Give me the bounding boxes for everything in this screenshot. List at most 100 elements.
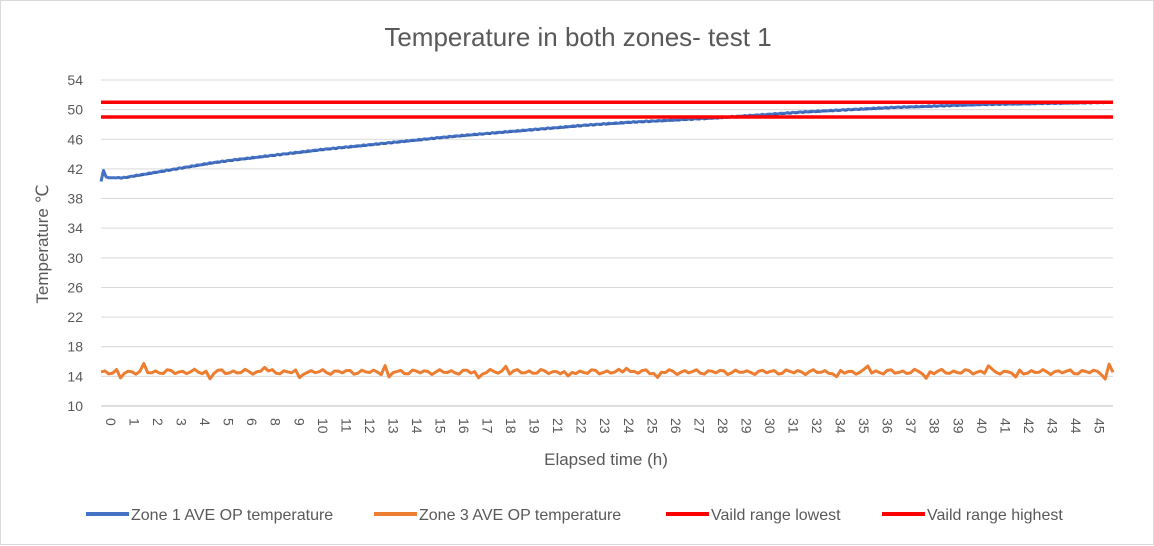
x-tick: 8 [268, 418, 284, 426]
legend-label: Vaild range lowest [711, 507, 841, 524]
x-tick-label: 23 [597, 418, 613, 434]
x-tick: 14 [409, 418, 425, 434]
x-tick-label: 31 [786, 418, 802, 434]
legend-label: Zone 1 AVE OP temperature [131, 507, 333, 524]
x-tick-label: 11 [338, 418, 354, 433]
x-tick: 30 [762, 418, 778, 434]
x-tick-label: 1 [127, 418, 143, 426]
x-tick: 4 [197, 418, 213, 426]
x-tick-label: 8 [268, 418, 284, 426]
legend-item: Zone 1 AVE OP temperature [86, 507, 333, 524]
series-zone1-trace [126, 102, 1111, 179]
x-tick-label: 45 [1091, 418, 1107, 434]
x-tick-label: 6 [244, 418, 260, 426]
series-zone1-line [99, 100, 1111, 182]
y-tick-label: 30 [67, 250, 83, 266]
legend-item: Zone 3 AVE OP temperature [374, 507, 621, 524]
x-tick-label: 28 [715, 418, 731, 434]
y-tick-label: 26 [67, 279, 83, 295]
x-tick-label: 22 [574, 418, 590, 434]
x-tick: 36 [880, 418, 896, 434]
x-tick-label: 17 [480, 418, 496, 434]
series-zone3-line [100, 362, 1115, 381]
y-tick-label: 22 [67, 309, 83, 325]
legend-label: Zone 3 AVE OP temperature [419, 507, 621, 524]
x-tick-label: 27 [691, 418, 707, 434]
x-tick-label: 26 [668, 418, 684, 434]
x-axis-title: Elapsed time (h) [544, 450, 668, 469]
y-tick-label: 38 [67, 191, 83, 207]
x-tick: 21 [550, 418, 566, 434]
x-tick: 32 [809, 418, 825, 434]
legend-item: Vaild range highest [882, 507, 1063, 524]
x-tick: 6 [244, 418, 260, 426]
x-tick: 45 [1091, 418, 1107, 434]
x-tick: 11 [338, 418, 354, 433]
y-tick-label: 42 [67, 161, 83, 177]
x-tick: 3 [174, 418, 190, 426]
x-tick: 37 [903, 418, 919, 434]
x-tick: 34 [833, 418, 849, 434]
x-tick-label: 29 [738, 418, 754, 434]
x-tick-label: 4 [197, 418, 213, 426]
x-tick: 35 [856, 418, 872, 434]
x-tick: 9 [291, 418, 307, 426]
y-tick-label: 14 [67, 368, 83, 384]
x-tick: 5 [221, 418, 237, 426]
x-tick-label: 9 [291, 418, 307, 426]
x-tick: 1 [127, 418, 143, 426]
x-tick-label: 5 [221, 418, 237, 426]
x-tick-label: 36 [880, 418, 896, 434]
x-tick: 42 [1021, 418, 1037, 434]
x-tick: 17 [480, 418, 496, 434]
x-tick-label: 14 [409, 418, 425, 434]
x-tick: 28 [715, 418, 731, 434]
y-tick-label: 54 [67, 72, 83, 88]
y-tick-label: 46 [67, 131, 83, 147]
x-tick: 26 [668, 418, 684, 434]
x-tick: 40 [974, 418, 990, 434]
y-tick-label: 18 [67, 339, 83, 355]
x-tick-label: 18 [503, 418, 519, 434]
x-tick: 16 [456, 418, 472, 434]
x-tick-label: 13 [385, 418, 401, 434]
x-tick: 22 [574, 418, 590, 434]
x-tick: 41 [997, 418, 1013, 434]
x-tick: 44 [1068, 418, 1084, 434]
x-tick-label: 19 [527, 418, 543, 434]
y-tick-label: 10 [67, 398, 83, 414]
x-tick: 15 [432, 418, 448, 434]
x-tick: 25 [644, 418, 660, 434]
gridlines [101, 79, 1113, 377]
x-tick: 0 [103, 418, 119, 426]
x-tick-label: 37 [903, 418, 919, 434]
x-tick: 2 [150, 418, 166, 426]
x-tick-label: 10 [315, 418, 331, 434]
series-lines [99, 100, 1115, 381]
x-tick-label: 25 [644, 418, 660, 434]
y-axis-ticks: 10 14 18 22 26 30 34 38 42 46 50 54 [67, 72, 83, 414]
x-tick-label: 42 [1021, 418, 1037, 434]
x-tick-label: 43 [1044, 418, 1060, 434]
x-tick: 43 [1044, 418, 1060, 434]
x-tick-label: 0 [103, 418, 119, 426]
x-tick-label: 16 [456, 418, 472, 434]
x-tick-label: 32 [809, 418, 825, 434]
x-tick: 29 [738, 418, 754, 434]
x-tick-label: 2 [150, 418, 166, 426]
y-tick-label: 50 [67, 102, 83, 118]
x-tick-label: 35 [856, 418, 872, 434]
x-tick: 13 [385, 418, 401, 434]
x-tick: 10 [315, 418, 331, 434]
x-tick: 23 [597, 418, 613, 434]
y-tick-label: 34 [67, 220, 83, 236]
x-tick-label: 38 [927, 418, 943, 434]
x-tick: 39 [950, 418, 966, 434]
x-tick-label: 15 [432, 418, 448, 434]
x-tick: 18 [503, 418, 519, 434]
x-tick-label: 24 [621, 418, 637, 434]
x-tick-label: 34 [833, 418, 849, 434]
legend-item: Vaild range lowest [666, 507, 841, 524]
